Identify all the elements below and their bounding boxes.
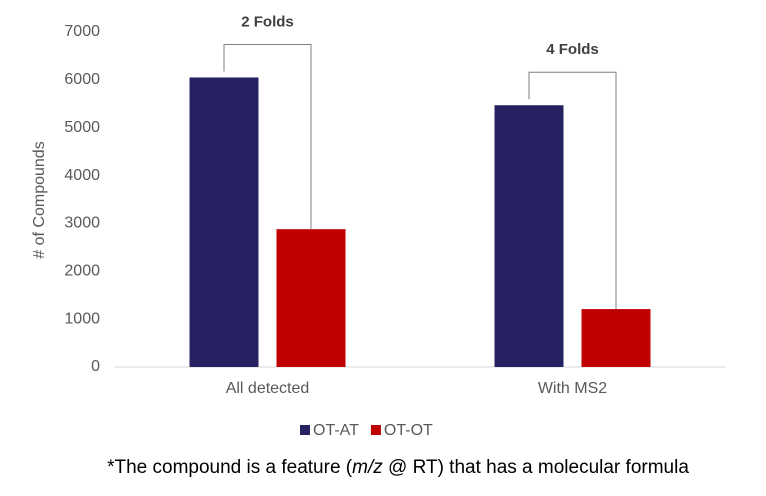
footnote: *The compound is a feature (m/z @ RT) th…: [107, 457, 689, 478]
annotation: 2 Folds: [241, 13, 294, 30]
footnote-part: @ RT) that has a molecular formula: [383, 457, 690, 478]
legend-label: OT-AT: [313, 422, 359, 439]
x-tick-label: All detected: [226, 380, 310, 397]
y-tick-label: 5000: [64, 119, 100, 136]
legend-swatch: [370, 425, 381, 435]
annotation: 4 Folds: [546, 41, 599, 58]
y-tick-label: 3000: [64, 215, 100, 232]
bar: [189, 77, 259, 367]
y-tick-label: 6000: [64, 71, 100, 88]
bar: [276, 229, 346, 367]
y-tick-label: 7000: [64, 23, 100, 40]
footnote-part: *The compound is a feature (: [107, 457, 353, 478]
legend-label: OT-OT: [384, 422, 433, 439]
footnote-part: m/z: [352, 457, 383, 478]
y-axis-label: # of Compounds: [31, 141, 48, 258]
y-tick-label: 4000: [64, 167, 100, 184]
y-tick-label: 0: [91, 358, 100, 375]
fold-bracket: [528, 71, 617, 310]
x-tick-label: With MS2: [538, 380, 607, 397]
fold-bracket: [223, 43, 312, 230]
y-tick-label: 2000: [64, 263, 100, 280]
bar: [494, 105, 564, 367]
legend-swatch: [300, 425, 310, 435]
y-tick-label: 1000: [64, 310, 100, 327]
bar: [581, 309, 651, 367]
